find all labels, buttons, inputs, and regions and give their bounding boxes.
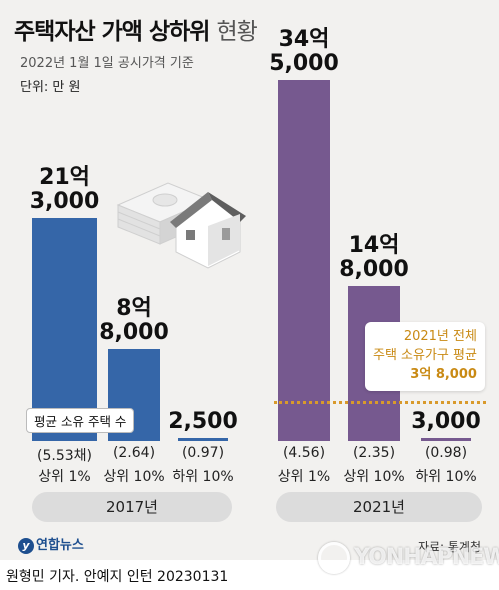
count-note-callout: 평균 소유 주택 수 bbox=[26, 408, 135, 433]
bar-2017-top1 bbox=[32, 218, 97, 441]
count-2017-bottom10: (0.97) bbox=[181, 445, 225, 461]
chart-subtitle: 2022년 1월 1일 공시가격 기준 bbox=[20, 56, 194, 71]
value-label-2017-bottom10: 2,500 bbox=[168, 409, 238, 434]
category-2017-top10: 상위 10% bbox=[103, 469, 165, 485]
value-label-2021-top10: 14억 8,000 bbox=[339, 233, 409, 283]
category-2017-top1: 상위 1% bbox=[38, 469, 91, 485]
yonhap-logo: y 연합뉴스 bbox=[18, 534, 84, 554]
logo-mark: y bbox=[18, 538, 34, 554]
value-label-2017-top10: 8억 8,000 bbox=[99, 295, 169, 346]
count-2021-top1: (4.56) bbox=[282, 445, 326, 461]
watermark: YONHAPNEWS bbox=[318, 542, 499, 574]
category-2021-top10: 상위 10% bbox=[343, 469, 405, 485]
count-2017-top10: (2.64) bbox=[112, 445, 156, 461]
watermark-circle-icon bbox=[318, 542, 350, 574]
title-light: 현황 bbox=[216, 19, 257, 45]
year-pill-2017: 2017년 bbox=[32, 492, 232, 522]
chart-title: 주택자산 가액 상하위 현황 bbox=[14, 12, 258, 46]
illustration-money-house bbox=[116, 182, 246, 269]
category-2021-bottom10: 하위 10% bbox=[415, 469, 477, 485]
bar-2017-bottom10 bbox=[178, 438, 228, 441]
count-2021-top10: (2.35) bbox=[352, 445, 396, 461]
bar-2021-top1 bbox=[278, 80, 330, 441]
value-label-2021-bottom10: 3,000 bbox=[411, 408, 481, 434]
value-label-2021-top1: 34억 5,000 bbox=[269, 27, 339, 77]
source-label: 자료: 통계청 bbox=[417, 540, 481, 554]
title-bold: 주택자산 가액 상하위 bbox=[14, 19, 210, 45]
unit-label: 단위: 만 원 bbox=[20, 80, 81, 95]
average-dotted-line bbox=[274, 401, 486, 405]
category-2021-top1: 상위 1% bbox=[277, 469, 331, 485]
year-pill-2021: 2021년 bbox=[276, 492, 482, 522]
credit-band bbox=[0, 560, 499, 590]
count-2017-top1: (5.53채) bbox=[37, 448, 92, 464]
bar-2021-bottom10 bbox=[421, 437, 471, 441]
credit-line: 원형민 기자. 안예지 인턴 20230131 bbox=[6, 569, 229, 585]
count-2021-bottom10: (0.98) bbox=[424, 445, 468, 461]
average-callout: 2021년 전체 주택 소유가구 평균 3억 8,000 bbox=[365, 322, 485, 391]
value-label-2017-top1: 21억 3,000 bbox=[29, 165, 100, 215]
logo-name: 연합뉴스 bbox=[36, 538, 84, 553]
category-2017-bottom10: 하위 10% bbox=[172, 469, 234, 485]
